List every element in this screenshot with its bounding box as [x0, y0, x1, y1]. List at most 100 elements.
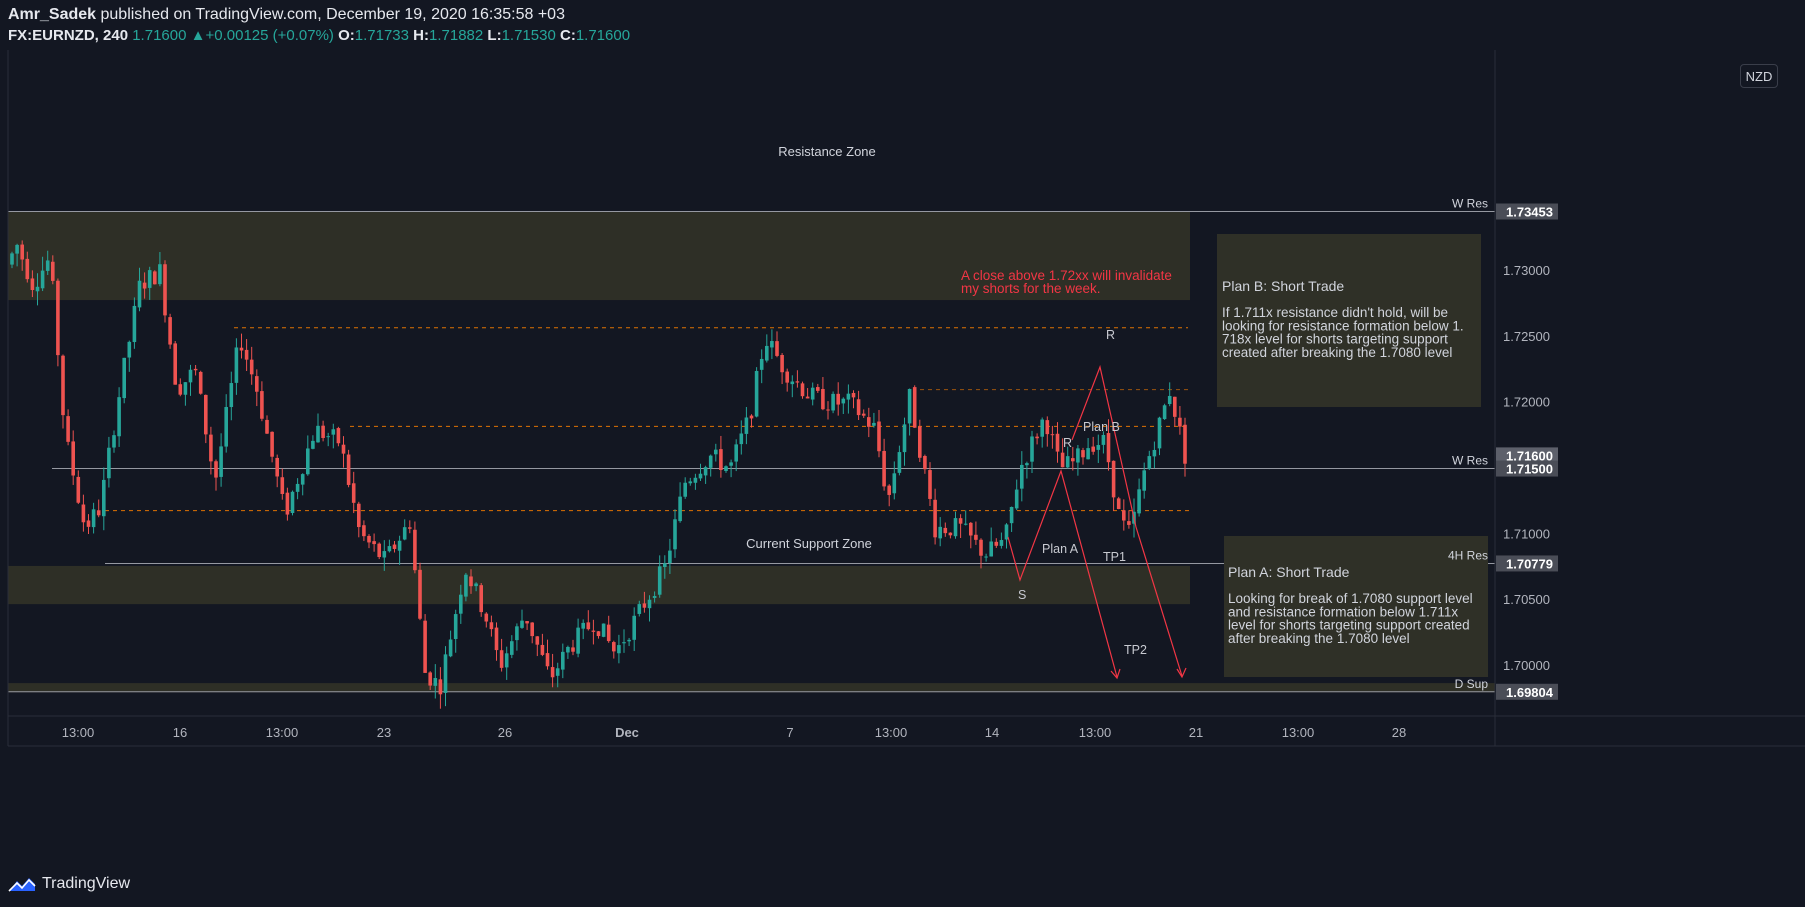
time-tick: 7	[786, 725, 793, 740]
candle	[158, 252, 162, 287]
candle	[346, 449, 351, 488]
candle-body	[923, 455, 927, 470]
candle	[484, 612, 489, 628]
candle-body	[663, 563, 667, 567]
candle	[285, 487, 290, 521]
candle	[372, 533, 376, 552]
candle	[596, 630, 601, 639]
candle-body	[357, 503, 361, 528]
candle	[86, 514, 91, 535]
candle	[173, 341, 177, 385]
candle	[831, 391, 835, 414]
plan-a-text: and resistance formation below 1.711x	[1228, 604, 1458, 619]
invalidation-note: my shorts for the week.	[961, 281, 1101, 296]
candle-body	[265, 419, 269, 434]
candle	[867, 407, 871, 438]
candle	[775, 331, 779, 358]
candle	[504, 646, 509, 680]
candle-body	[1060, 452, 1065, 468]
open-value: 1.71733	[354, 27, 409, 44]
candle-body	[494, 627, 499, 651]
candle	[780, 353, 784, 385]
candle	[408, 520, 412, 534]
candle-body	[561, 651, 565, 670]
candle-body	[576, 627, 580, 654]
candle-body	[714, 449, 718, 455]
candle	[550, 653, 555, 688]
candle-body	[86, 520, 91, 527]
time-tick: 13:00	[1079, 725, 1112, 740]
candle-body	[627, 639, 631, 642]
price-label-text: 1.70779	[1506, 556, 1553, 571]
candle-body	[1167, 395, 1172, 405]
candle-body	[448, 639, 453, 657]
candle	[469, 569, 473, 594]
candle-body	[244, 349, 249, 360]
candle-body	[280, 477, 285, 494]
candle	[795, 370, 800, 388]
candle-body	[306, 448, 310, 475]
candle	[703, 465, 708, 484]
candle-body	[836, 393, 840, 405]
candle-body	[591, 630, 596, 632]
candle	[183, 382, 188, 406]
interval[interactable]: 240	[103, 27, 129, 44]
candle-body	[530, 622, 534, 637]
candle-body	[158, 264, 162, 285]
candle-body	[790, 381, 795, 385]
currency-badge[interactable]: NZD	[1740, 64, 1778, 88]
author-name[interactable]: Amr_Sadek	[8, 6, 97, 23]
candle	[923, 454, 927, 474]
candle-body	[1009, 506, 1014, 524]
candle	[25, 251, 30, 283]
candle	[1147, 450, 1152, 471]
level-label: W Res	[1452, 196, 1488, 210]
price-tick: 1.72500	[1503, 329, 1550, 344]
candle	[816, 383, 820, 393]
candle-body	[219, 446, 223, 477]
candle-body	[515, 626, 519, 641]
candle	[969, 521, 973, 549]
candle	[204, 394, 208, 444]
candle-body	[1137, 489, 1141, 514]
candle	[810, 382, 815, 406]
candle-body	[882, 450, 886, 487]
candle	[948, 532, 953, 539]
brand-name[interactable]: TradingView	[42, 875, 131, 892]
candle-body	[581, 622, 585, 629]
candle-body	[504, 653, 509, 668]
candle-body	[749, 415, 754, 419]
symbol-name[interactable]: FX:EURNZD	[8, 27, 95, 44]
arrow-head-icon	[1176, 667, 1187, 679]
candle-body	[759, 358, 764, 370]
time-tick: 23	[377, 725, 391, 740]
candle	[693, 473, 698, 490]
candle-body	[969, 522, 973, 536]
candle-body	[785, 371, 789, 383]
candle	[826, 401, 830, 420]
candle	[402, 519, 407, 541]
candle	[647, 595, 652, 622]
candle	[571, 639, 575, 656]
invalidation-note: A close above 1.72xx will invalidate	[961, 268, 1172, 283]
candle-body	[765, 345, 769, 361]
candle	[239, 333, 244, 359]
candle-body	[1162, 405, 1167, 420]
ohlc-line: FX:EURNZD, 240 1.71600 ▲+0.00125 (+0.07%…	[8, 27, 631, 44]
candle	[586, 610, 591, 631]
candle-body	[637, 604, 642, 614]
candle	[331, 423, 336, 449]
candle	[163, 260, 167, 323]
candle	[357, 501, 361, 538]
plan-b-text: created after breaking the 1.7080 level	[1222, 345, 1452, 360]
candle-body	[974, 534, 978, 540]
candle-body	[346, 454, 351, 485]
candle-body	[1055, 433, 1060, 452]
candle	[499, 638, 504, 672]
candle	[489, 615, 494, 637]
tradingview-logo-icon[interactable]	[8, 875, 36, 893]
candle-body	[351, 483, 356, 503]
candle-body	[275, 457, 279, 477]
candle-body	[408, 527, 412, 529]
